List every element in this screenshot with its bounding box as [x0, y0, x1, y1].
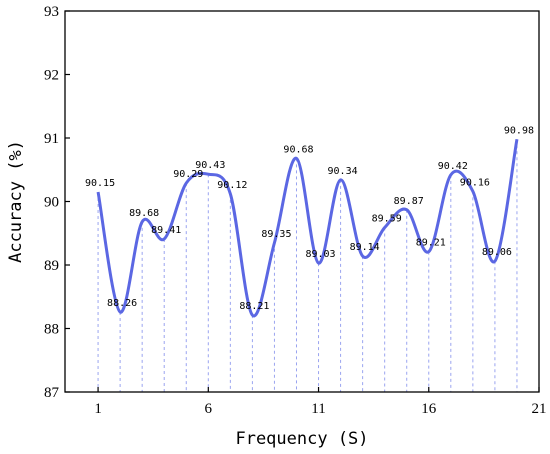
y-tick-label: 92	[44, 68, 59, 84]
data-label: 90.15	[85, 178, 115, 189]
y-axis-ticks: 87 88 89 90 91 92 93	[44, 4, 70, 401]
y-tick-label: 87	[44, 385, 60, 401]
x-tick-label: 1	[94, 401, 102, 417]
data-label: 89.35	[261, 229, 291, 240]
data-label: 90.98	[504, 125, 534, 136]
data-label: 88.21	[239, 301, 269, 312]
y-axis-title: Accuracy (%)	[6, 140, 26, 263]
data-label: 88.26	[107, 298, 137, 309]
x-tick-label: 6	[205, 401, 213, 417]
x-tick-label: 21	[532, 401, 547, 417]
data-label: 90.68	[283, 144, 313, 155]
x-tick-label: 16	[421, 401, 437, 417]
y-tick-label: 90	[44, 195, 59, 211]
data-label: 89.06	[482, 247, 512, 258]
data-label: 89.41	[151, 225, 181, 236]
y-tick-label: 89	[44, 258, 59, 274]
y-tick-label: 88	[44, 322, 59, 338]
data-label: 90.29	[173, 169, 203, 180]
x-axis-ticks: 1 6 11 16 21	[94, 387, 547, 417]
data-label: 90.12	[217, 180, 247, 191]
y-tick-label: 91	[44, 131, 59, 147]
data-label: 90.16	[460, 177, 490, 188]
x-tick-label: 11	[311, 401, 325, 417]
data-label: 89.68	[129, 208, 159, 219]
data-label: 90.42	[438, 161, 468, 172]
drop-lines	[97, 139, 518, 392]
data-label: 89.14	[350, 242, 380, 253]
data-label: 90.43	[195, 160, 225, 171]
series-line	[96, 139, 519, 318]
data-label: 89.87	[394, 196, 424, 207]
data-label: 90.34	[328, 166, 358, 177]
data-label: 89.03	[305, 249, 335, 260]
x-axis-title: Frequency (S)	[235, 429, 368, 449]
data-label: 89.59	[372, 214, 402, 225]
plot-frame	[64, 10, 540, 393]
y-tick-label: 93	[44, 4, 59, 20]
data-label: 89.21	[416, 238, 446, 249]
